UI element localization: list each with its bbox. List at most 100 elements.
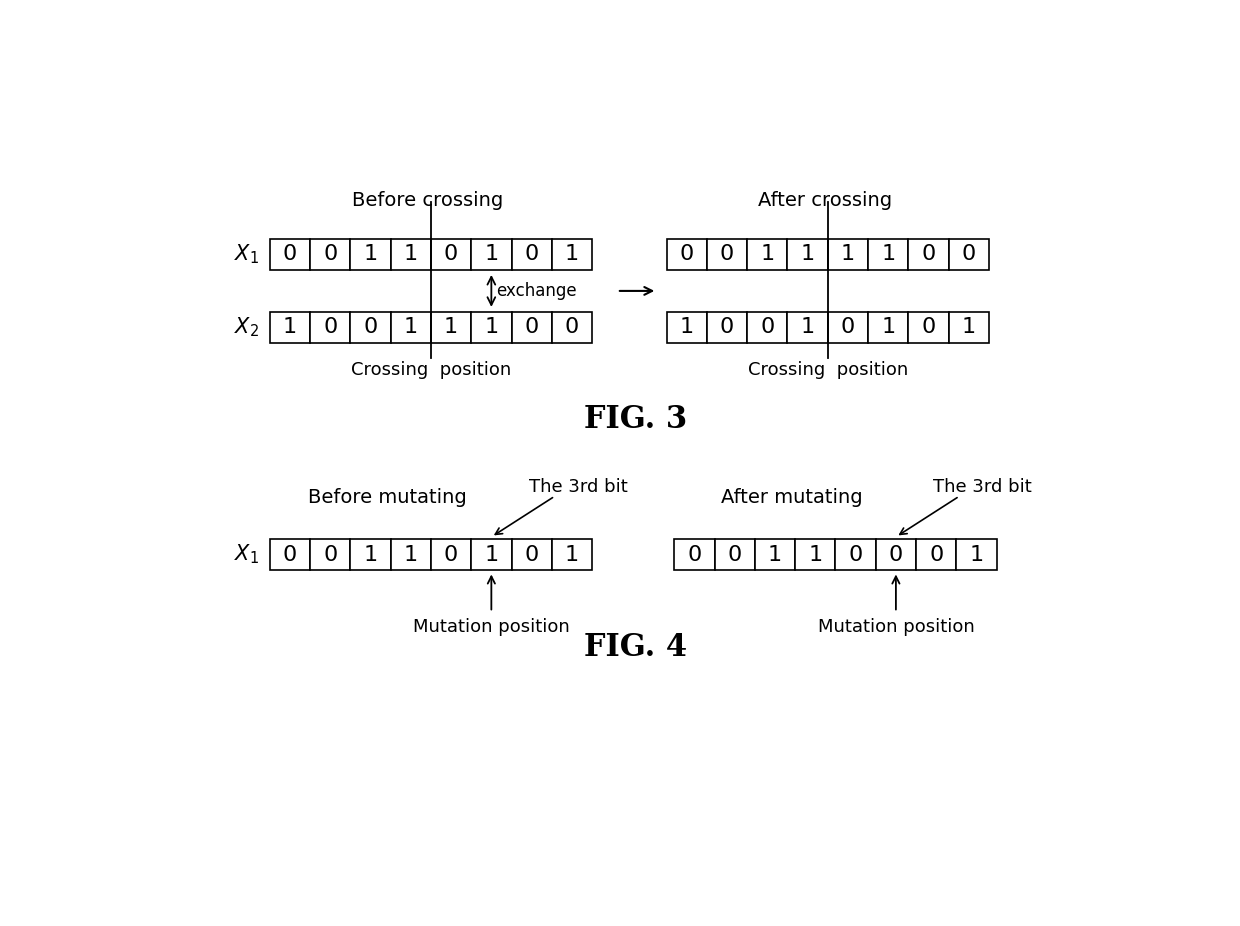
Text: 1: 1: [882, 318, 895, 337]
Bar: [836, 539, 875, 570]
Text: FIG. 3: FIG. 3: [584, 405, 687, 435]
Bar: [270, 539, 310, 570]
Text: 0: 0: [889, 544, 903, 565]
Bar: [511, 312, 552, 343]
Text: 0: 0: [720, 244, 734, 264]
Bar: [828, 239, 868, 269]
Bar: [471, 239, 511, 269]
Bar: [391, 539, 432, 570]
Text: $X_1$: $X_1$: [234, 543, 259, 567]
Bar: [795, 539, 836, 570]
Bar: [707, 312, 746, 343]
Bar: [949, 312, 990, 343]
Text: 1: 1: [801, 244, 815, 264]
Text: 0: 0: [283, 544, 296, 565]
Bar: [471, 539, 511, 570]
Text: The 3rd bit: The 3rd bit: [934, 478, 1032, 496]
Bar: [310, 539, 351, 570]
Text: After mutating: After mutating: [722, 488, 863, 507]
Bar: [351, 312, 391, 343]
Text: 1: 1: [760, 244, 774, 264]
Text: 0: 0: [921, 244, 935, 264]
Bar: [787, 312, 828, 343]
Bar: [949, 239, 990, 269]
Text: 1: 1: [962, 318, 976, 337]
Text: 0: 0: [687, 544, 702, 565]
Text: 0: 0: [720, 318, 734, 337]
Text: 0: 0: [525, 244, 538, 264]
Text: 1: 1: [485, 544, 498, 565]
Text: 0: 0: [525, 544, 538, 565]
Bar: [432, 312, 471, 343]
Text: Before crossing: Before crossing: [352, 191, 503, 209]
Text: 0: 0: [680, 244, 693, 264]
Bar: [787, 239, 828, 269]
Text: 0: 0: [929, 544, 944, 565]
Bar: [552, 239, 591, 269]
Text: 1: 1: [283, 318, 296, 337]
Text: 1: 1: [680, 318, 693, 337]
Bar: [391, 312, 432, 343]
Text: Before mutating: Before mutating: [308, 488, 467, 507]
Text: 1: 1: [404, 544, 418, 565]
Text: 0: 0: [841, 318, 854, 337]
Text: 1: 1: [768, 544, 782, 565]
Text: Crossing  position: Crossing position: [351, 361, 511, 380]
Text: $X_2$: $X_2$: [234, 316, 259, 339]
Bar: [675, 539, 714, 570]
Bar: [868, 312, 908, 343]
Text: The 3rd bit: The 3rd bit: [528, 478, 627, 496]
Text: 1: 1: [485, 244, 498, 264]
Text: 0: 0: [444, 244, 458, 264]
Text: exchange: exchange: [496, 282, 577, 300]
Text: 1: 1: [808, 544, 822, 565]
Text: Mutation position: Mutation position: [817, 618, 975, 636]
Text: Crossing  position: Crossing position: [748, 361, 908, 380]
Text: 0: 0: [324, 318, 337, 337]
Text: 1: 1: [841, 244, 854, 264]
Text: 1: 1: [444, 318, 458, 337]
Text: $X_1$: $X_1$: [234, 243, 259, 266]
Text: 1: 1: [970, 544, 983, 565]
Text: 0: 0: [324, 244, 337, 264]
Text: 0: 0: [728, 544, 742, 565]
Bar: [828, 312, 868, 343]
Bar: [351, 239, 391, 269]
Bar: [916, 539, 956, 570]
Text: 0: 0: [760, 318, 774, 337]
Bar: [552, 539, 591, 570]
Bar: [746, 239, 787, 269]
Bar: [707, 239, 746, 269]
Bar: [875, 539, 916, 570]
Bar: [432, 239, 471, 269]
Bar: [351, 539, 391, 570]
Bar: [868, 239, 908, 269]
Text: 0: 0: [444, 544, 458, 565]
Text: 1: 1: [565, 544, 579, 565]
Text: 0: 0: [848, 544, 863, 565]
Text: 0: 0: [363, 318, 377, 337]
Text: 1: 1: [363, 544, 377, 565]
Text: 0: 0: [525, 318, 538, 337]
Text: 1: 1: [882, 244, 895, 264]
Bar: [511, 239, 552, 269]
Text: 1: 1: [363, 244, 377, 264]
Bar: [310, 312, 351, 343]
Bar: [746, 312, 787, 343]
Bar: [908, 312, 949, 343]
Bar: [471, 312, 511, 343]
Text: 1: 1: [404, 244, 418, 264]
Text: 0: 0: [283, 244, 296, 264]
Text: FIG. 4: FIG. 4: [584, 632, 687, 662]
Bar: [552, 312, 591, 343]
Bar: [755, 539, 795, 570]
Bar: [511, 539, 552, 570]
Text: 0: 0: [324, 544, 337, 565]
Text: 0: 0: [962, 244, 976, 264]
Bar: [908, 239, 949, 269]
Text: 0: 0: [921, 318, 935, 337]
Text: 1: 1: [485, 318, 498, 337]
Bar: [432, 539, 471, 570]
Bar: [270, 312, 310, 343]
Bar: [714, 539, 755, 570]
